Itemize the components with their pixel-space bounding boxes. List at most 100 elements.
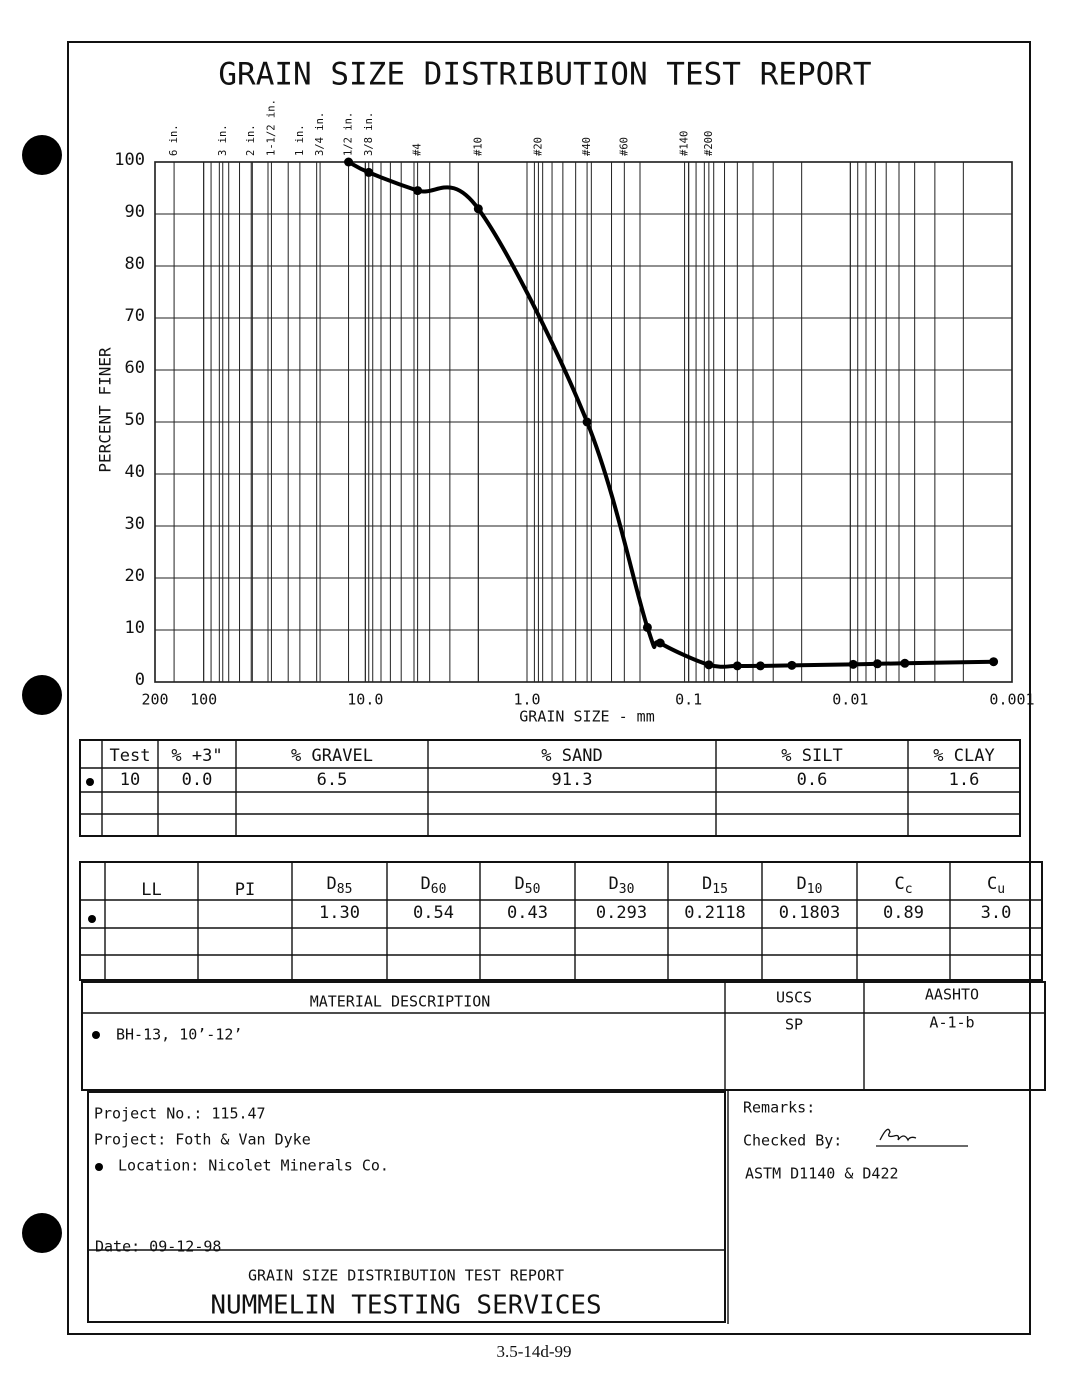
punch-hole [22,135,62,175]
header-symbol: D [327,874,337,894]
sieve-label: #60 [618,137,630,156]
bullet [88,915,96,923]
sieve-label: 6 in. [168,124,180,156]
column-header: D15 [702,874,728,897]
sieve-label: 1 in. [294,124,306,156]
signature [876,1128,968,1147]
x-tick-label: 0.001 [989,691,1034,709]
y-tick-label: 100 [114,150,145,170]
table-frame [79,739,1021,837]
y-tick-label: 70 [125,306,145,326]
y-tick-label: 30 [125,514,145,534]
y-axis-label: PERCENT FINER [96,347,115,473]
column-header: D85 [327,874,353,897]
x-tick-label: 200 [141,691,168,709]
data-point [732,661,742,671]
data-point [344,157,354,167]
y-tick-label: 90 [125,202,145,222]
y-tick-label: 40 [125,462,145,482]
sieve-label: #10 [472,137,484,156]
column-header: D30 [609,874,635,897]
column-header: D50 [515,874,541,897]
header-subscript: c [905,882,913,897]
sieve-label: 3 in. [217,124,229,156]
y-tick-label: 60 [125,358,145,378]
header-subscript: 60 [431,882,447,897]
table-frame [81,981,1046,1091]
cell-value: 0.43 [507,903,548,923]
header-symbol: D [515,874,525,894]
column-header: Cu [987,874,1005,897]
header-symbol: D [609,874,619,894]
cell-value: 10 [120,770,140,790]
project-location: Location: Nicolet Minerals Co. [118,1157,389,1175]
data-point [787,660,797,670]
cell-value: 0.54 [413,903,454,923]
column-header: Test [110,746,151,766]
column-header: LL [141,880,161,900]
bullet [95,1163,103,1171]
column-header: % SAND [541,746,602,766]
punch-hole [22,1213,62,1253]
project-section: Project No.: 115.47 Project: Foth & Van … [87,1090,968,1324]
data-point [582,417,592,427]
sieve-label: 3/8 in. [363,112,375,156]
remarks-label: Remarks: [743,1099,815,1117]
column-header: PI [235,880,255,900]
y-tick-label: 80 [125,254,145,274]
aashto-header: AASHTO [925,986,979,1004]
y-tick-label: 10 [125,618,145,638]
y-tick-label: 0 [135,670,145,690]
data-point [473,204,483,214]
cell-value: 1.30 [319,903,360,923]
header-symbol: C [894,874,904,894]
header-subscript: 85 [337,882,353,897]
data-point [755,661,765,671]
header-symbol: C [987,874,997,894]
uscs-value: SP [785,1016,803,1034]
column-header: D10 [797,874,823,897]
uscs-header: USCS [776,989,812,1007]
sieve-label: #200 [703,131,715,156]
data-point [900,658,910,668]
sieve-label: 1/2 in. [343,112,355,156]
cell-value: 0.0 [182,770,213,790]
cell-value: 0.1803 [779,903,840,923]
project-date: Date: 09-12-98 [95,1238,221,1256]
column-header: % SILT [781,746,842,766]
standards: ASTM D1140 & D422 [745,1165,899,1183]
footer-report: GRAIN SIZE DISTRIBUTION TEST REPORT [248,1267,564,1285]
sieve-label: #40 [581,137,593,156]
column-header: Cc [894,874,912,897]
punch-hole [22,675,62,715]
material-header: MATERIAL DESCRIPTION [310,993,491,1011]
material-description: BH-13, 10’-12’ [116,1026,242,1044]
header-symbol: D [797,874,807,894]
footer-company: NUMMELIN TESTING SERVICES [210,1291,601,1321]
cell-value: 0.89 [883,903,924,923]
sieve-label: 2 in. [245,124,257,156]
data-line [347,160,994,669]
x-tick-label: 0.01 [832,691,868,709]
header-symbol: D [421,874,431,894]
data-point [642,622,652,632]
header-subscript: 10 [807,882,823,897]
cell-value: 0.293 [596,903,647,923]
data-point [989,657,999,667]
checked-by: Checked By: [743,1132,842,1150]
material-section: MATERIAL DESCRIPTION USCS AASHTO BH-13, … [81,981,1046,1091]
x-tick-label: 0.1 [675,691,702,709]
header-symbol: D [702,874,712,894]
header-subscript: 15 [712,882,728,897]
data-point [872,659,882,669]
column-header: % GRAVEL [291,746,373,766]
coefficients-table [79,861,1043,981]
project-frame [87,1091,726,1323]
table-frame [79,861,1043,981]
data-point [848,659,858,669]
sieve-label: 3/4 in. [314,112,326,156]
header-subscript: 30 [619,882,635,897]
data-point [364,167,374,177]
cell-value: 1.6 [949,770,980,790]
